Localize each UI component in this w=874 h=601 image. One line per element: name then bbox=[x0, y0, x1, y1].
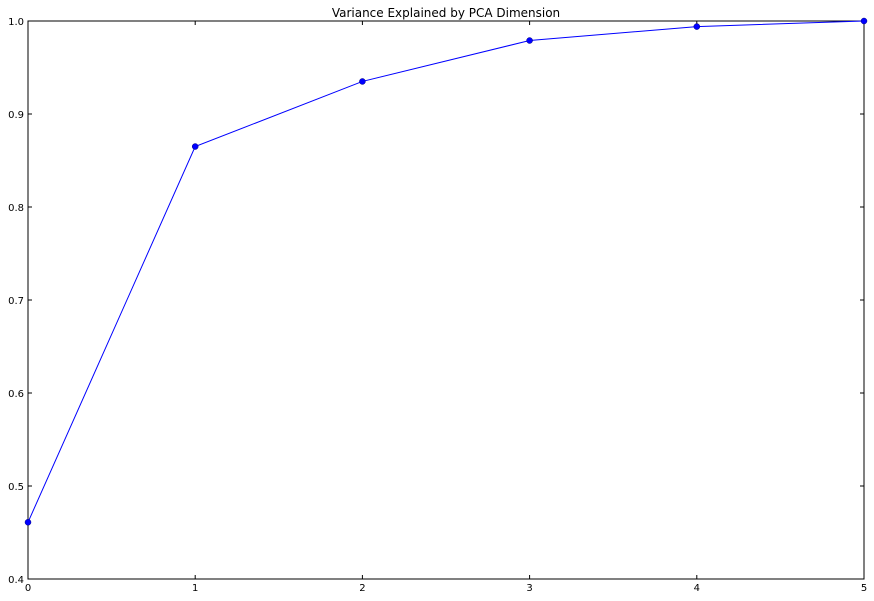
chart-title: Variance Explained by PCA Dimension bbox=[332, 6, 560, 20]
data-point bbox=[359, 78, 366, 85]
plot-area-frame bbox=[27, 20, 865, 580]
y-tick-label: 0.5 bbox=[8, 482, 24, 493]
x-tick-label: 1 bbox=[192, 583, 198, 594]
x-tick-label: 2 bbox=[359, 583, 365, 594]
x-tick-label: 0 bbox=[25, 583, 31, 594]
x-axis-tick-labels: 0 1 2 3 4 5 bbox=[25, 583, 867, 594]
data-point bbox=[860, 17, 868, 25]
y-tick-label: 0.6 bbox=[8, 389, 24, 400]
y-tick-label: 0.8 bbox=[8, 203, 24, 214]
x-tick-label: 4 bbox=[694, 583, 700, 594]
y-tick-label: 0.9 bbox=[8, 110, 24, 121]
data-point bbox=[24, 519, 32, 526]
y-tick-label: 1.0 bbox=[8, 17, 24, 28]
data-point bbox=[191, 143, 199, 150]
y-tick-label: 0.4 bbox=[8, 575, 24, 586]
data-point bbox=[526, 37, 533, 44]
series-layer bbox=[24, 17, 868, 526]
y-tick-label: 0.7 bbox=[8, 296, 24, 307]
y-axis-tick-labels: 0.4 0.5 0.6 0.7 0.8 0.9 1.0 bbox=[8, 17, 24, 586]
x-tick-label: 5 bbox=[861, 583, 867, 594]
x-axis-ticks bbox=[27, 21, 865, 579]
x-tick-label: 3 bbox=[526, 583, 532, 594]
series-line bbox=[27, 20, 865, 523]
y-axis-ticks bbox=[28, 20, 864, 580]
data-point bbox=[693, 23, 701, 30]
